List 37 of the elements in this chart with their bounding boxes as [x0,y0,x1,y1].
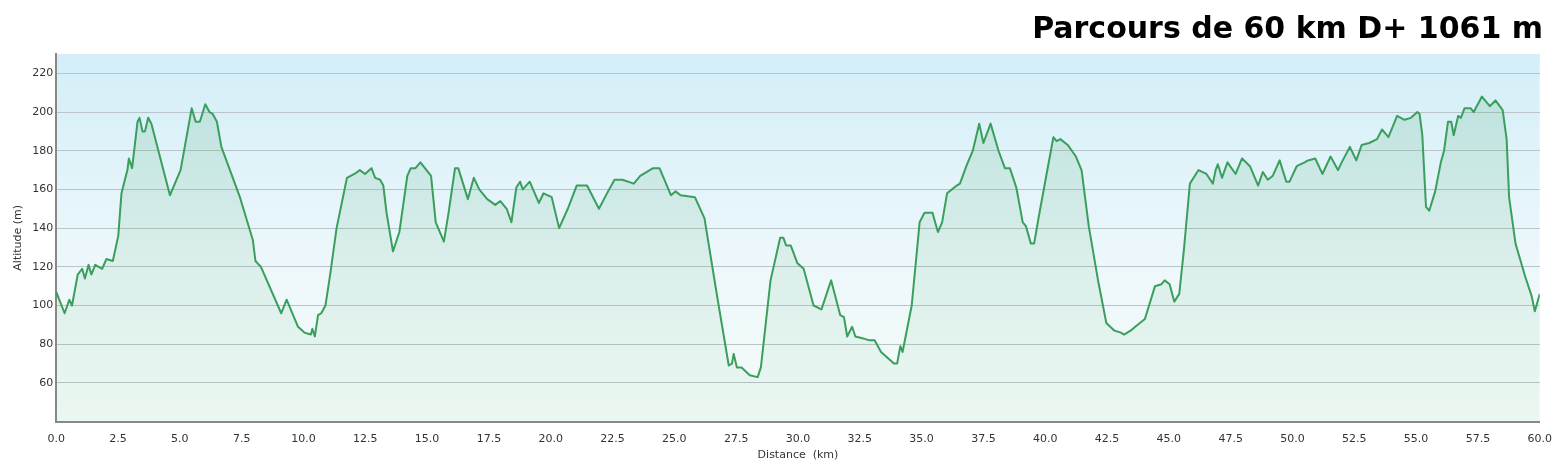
x-tick-label: 30.0 [785,432,811,446]
y-tick-label: 200 [32,104,54,118]
x-tick-label: 37.5 [971,432,996,446]
y-tick-label: 180 [32,143,54,157]
x-tick-label: 22.5 [600,432,625,446]
y-tick-label: 220 [32,66,54,80]
y-tick-label: 120 [32,259,54,273]
chart-title: Parcours de 60 km D+ 1061 m [1032,9,1543,45]
x-tick-label: 25.0 [662,432,687,446]
x-tick-label: 12.5 [353,432,378,446]
x-tick-label: 7.5 [232,432,251,446]
x-tick-label: 50.0 [1280,432,1305,446]
x-tick-label: 57.5 [1465,432,1491,446]
x-tick-label: 47.5 [1218,432,1243,446]
x-tick-label: 60.0 [1527,432,1552,446]
y-tick-label: 60 [39,375,54,389]
x-tick-label: 42.5 [1094,432,1120,446]
y-axis-title: Altitude (m) [11,204,25,271]
y-tick-label: 140 [32,220,54,234]
x-tick-label: 55.0 [1403,432,1429,446]
x-tick-label: 45.0 [1156,432,1182,446]
x-tick-label: 5.0 [171,432,189,446]
x-tick-label: 10.0 [291,432,316,446]
x-tick-label: 40.0 [1032,432,1058,446]
x-tick-label: 35.0 [909,432,934,446]
x-tick-label: 52.5 [1342,432,1367,446]
x-tick-label: 2.5 [109,432,127,446]
x-tick-label: 15.0 [414,432,440,446]
y-tick-label: 100 [32,298,54,312]
x-tick-label: 27.5 [723,432,749,446]
x-tick-label: 0.0 [47,432,65,446]
x-tick-label: 32.5 [847,432,873,446]
y-tick-label: 160 [32,182,54,196]
x-tick-label: 17.5 [476,432,502,446]
y-tick-label: 80 [39,337,54,351]
x-tick-label: 20.0 [538,432,563,446]
x-axis-title: Distance (km) [757,448,839,462]
